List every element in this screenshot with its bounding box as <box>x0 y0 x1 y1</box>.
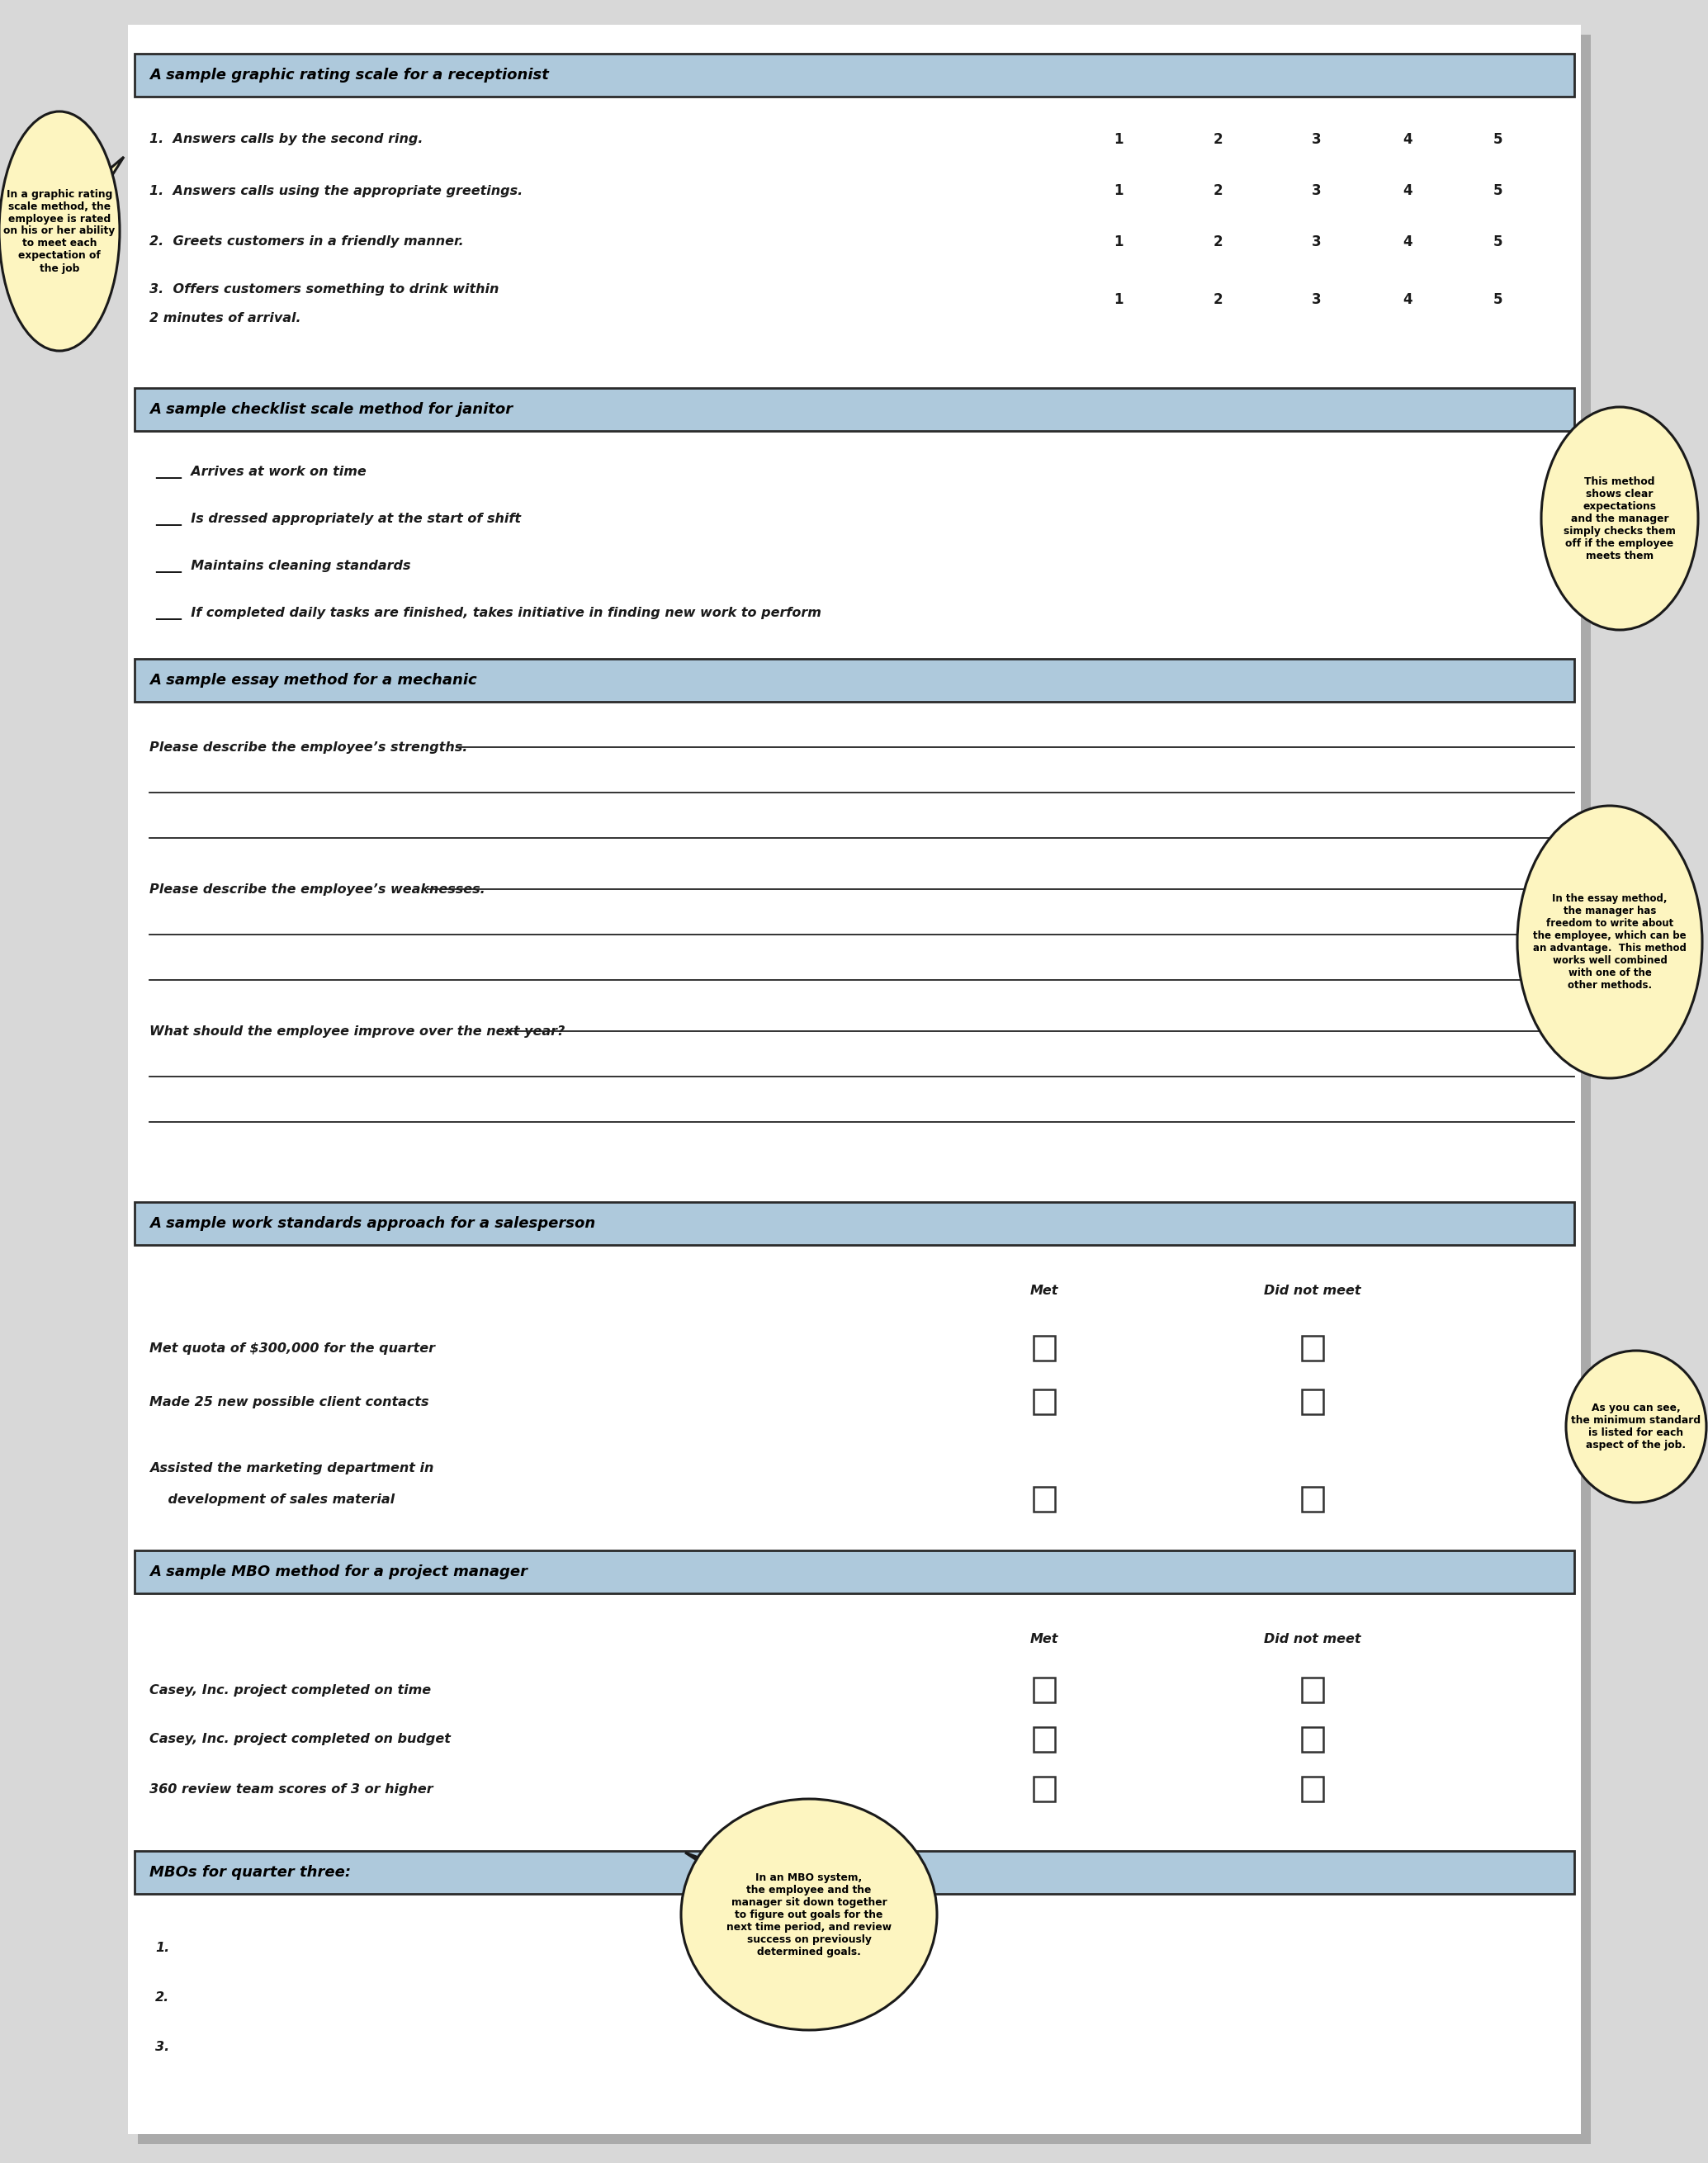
Text: development of sales material: development of sales material <box>149 1492 395 1505</box>
Text: Did not meet: Did not meet <box>1264 1633 1361 1644</box>
Text: 1: 1 <box>1114 132 1124 147</box>
Text: Met: Met <box>1030 1285 1059 1296</box>
FancyBboxPatch shape <box>1301 1678 1324 1702</box>
Text: 2.  Greets customers in a friendly manner.: 2. Greets customers in a friendly manner… <box>149 236 465 249</box>
FancyBboxPatch shape <box>1301 1776 1324 1802</box>
Text: 4: 4 <box>1402 132 1413 147</box>
Ellipse shape <box>1541 407 1698 629</box>
Text: ____  Is dressed appropriately at the start of shift: ____ Is dressed appropriately at the sta… <box>155 513 521 526</box>
Ellipse shape <box>681 1800 938 2031</box>
Text: 3: 3 <box>1312 184 1322 199</box>
Text: 3.  Offers customers something to drink within: 3. Offers customers something to drink w… <box>149 283 499 294</box>
Text: 2: 2 <box>1213 234 1223 249</box>
Text: 2: 2 <box>1213 292 1223 307</box>
Text: A sample checklist scale method for janitor: A sample checklist scale method for jani… <box>149 402 512 417</box>
Text: ____  Arrives at work on time: ____ Arrives at work on time <box>155 465 366 478</box>
Text: In a graphic rating
scale method, the
employee is rated
on his or her ability
to: In a graphic rating scale method, the em… <box>3 188 114 275</box>
Text: A sample essay method for a mechanic: A sample essay method for a mechanic <box>149 673 477 688</box>
Text: 1: 1 <box>1114 234 1124 249</box>
Polygon shape <box>1575 461 1631 528</box>
FancyBboxPatch shape <box>1033 1726 1056 1752</box>
Polygon shape <box>1585 1402 1643 1441</box>
Text: ____  If completed daily tasks are finished, takes initiative in finding new wor: ____ If completed daily tasks are finish… <box>155 608 822 621</box>
Text: Please describe the employee’s weaknesses.: Please describe the employee’s weaknesse… <box>149 883 485 895</box>
FancyBboxPatch shape <box>1033 1337 1056 1361</box>
FancyBboxPatch shape <box>135 54 1575 97</box>
Text: 1: 1 <box>1114 292 1124 307</box>
Text: Casey, Inc. project completed on time: Casey, Inc. project completed on time <box>149 1683 430 1696</box>
FancyBboxPatch shape <box>1301 1337 1324 1361</box>
Text: 5: 5 <box>1493 234 1503 249</box>
Text: 1.: 1. <box>155 1942 169 1953</box>
Text: As you can see,
the minimum standard
is listed for each
aspect of the job.: As you can see, the minimum standard is … <box>1571 1402 1701 1451</box>
FancyBboxPatch shape <box>138 35 1590 2144</box>
Text: Assisted the marketing department in: Assisted the marketing department in <box>149 1462 434 1473</box>
FancyBboxPatch shape <box>1301 1726 1324 1752</box>
Text: 1.  Answers calls using the appropriate greetings.: 1. Answers calls using the appropriate g… <box>149 184 523 197</box>
FancyBboxPatch shape <box>1033 1486 1056 1512</box>
Text: 3.: 3. <box>155 2040 169 2053</box>
Text: 3: 3 <box>1312 132 1322 147</box>
Text: 5: 5 <box>1493 132 1503 147</box>
Ellipse shape <box>0 112 120 350</box>
Text: 2: 2 <box>1213 132 1223 147</box>
Text: A sample graphic rating scale for a receptionist: A sample graphic rating scale for a rece… <box>149 67 548 82</box>
Text: 360 review team scores of 3 or higher: 360 review team scores of 3 or higher <box>149 1782 434 1795</box>
Text: 3: 3 <box>1312 292 1322 307</box>
FancyBboxPatch shape <box>135 1203 1575 1246</box>
Text: 4: 4 <box>1402 184 1413 199</box>
Text: Please describe the employee’s strengths.: Please describe the employee’s strengths… <box>149 742 468 753</box>
Polygon shape <box>48 158 123 240</box>
Text: Met quota of $300,000 for the quarter: Met quota of $300,000 for the quarter <box>149 1341 436 1354</box>
Text: 3: 3 <box>1312 234 1322 249</box>
FancyBboxPatch shape <box>135 1852 1575 1895</box>
Polygon shape <box>1575 932 1621 984</box>
FancyBboxPatch shape <box>1033 1776 1056 1802</box>
FancyBboxPatch shape <box>1301 1486 1324 1512</box>
Text: 1: 1 <box>1114 184 1124 199</box>
Text: This method
shows clear
expectations
and the manager
simply checks them
off if t: This method shows clear expectations and… <box>1563 476 1676 560</box>
FancyBboxPatch shape <box>1033 1678 1056 1702</box>
FancyBboxPatch shape <box>135 660 1575 701</box>
Text: 4: 4 <box>1402 292 1413 307</box>
FancyBboxPatch shape <box>135 387 1575 430</box>
Text: In the essay method,
the manager has
freedom to write about
the employee, which : In the essay method, the manager has fre… <box>1534 893 1686 991</box>
Polygon shape <box>685 1852 816 1927</box>
Text: 2.: 2. <box>155 1990 169 2003</box>
Ellipse shape <box>1517 807 1703 1077</box>
FancyBboxPatch shape <box>1301 1389 1324 1415</box>
Text: What should the employee improve over the next year?: What should the employee improve over th… <box>149 1025 565 1038</box>
Text: Did not meet: Did not meet <box>1264 1285 1361 1296</box>
Text: MBOs for quarter three:: MBOs for quarter three: <box>149 1865 350 1880</box>
FancyBboxPatch shape <box>128 24 1582 2135</box>
Text: Made 25 new possible client contacts: Made 25 new possible client contacts <box>149 1395 429 1408</box>
Text: Casey, Inc. project completed on budget: Casey, Inc. project completed on budget <box>149 1733 451 1746</box>
Text: A sample MBO method for a project manager: A sample MBO method for a project manage… <box>149 1564 528 1579</box>
Text: ____  Maintains cleaning standards: ____ Maintains cleaning standards <box>155 560 410 573</box>
Text: 2 minutes of arrival.: 2 minutes of arrival. <box>149 311 301 324</box>
Text: 5: 5 <box>1493 292 1503 307</box>
Text: In an MBO system,
the employee and the
manager sit down together
to figure out g: In an MBO system, the employee and the m… <box>726 1871 892 1958</box>
Text: 1.  Answers calls by the second ring.: 1. Answers calls by the second ring. <box>149 134 424 145</box>
Text: 4: 4 <box>1402 234 1413 249</box>
Text: 5: 5 <box>1493 184 1503 199</box>
Text: 2: 2 <box>1213 184 1223 199</box>
FancyBboxPatch shape <box>135 1551 1575 1594</box>
Ellipse shape <box>1566 1350 1706 1503</box>
FancyBboxPatch shape <box>1033 1389 1056 1415</box>
Text: A sample work standards approach for a salesperson: A sample work standards approach for a s… <box>149 1216 596 1231</box>
Text: Met: Met <box>1030 1633 1059 1644</box>
